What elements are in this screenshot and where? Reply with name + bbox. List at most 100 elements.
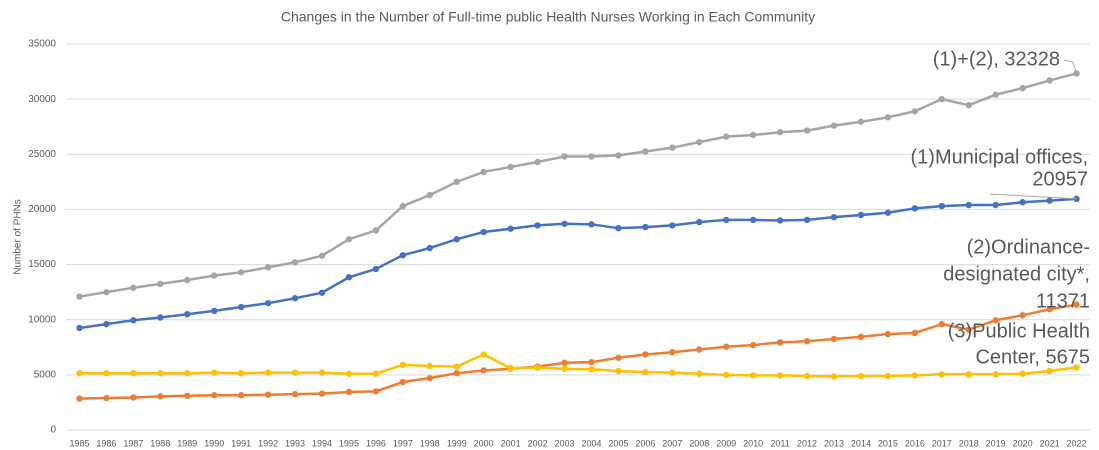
x-tick-label: 2005 — [608, 438, 628, 448]
data-point — [264, 369, 272, 376]
data-point — [1073, 301, 1080, 308]
data-point — [184, 370, 191, 377]
data-point — [669, 144, 676, 151]
data-point — [453, 363, 460, 370]
x-tick-label: 1994 — [312, 438, 332, 448]
data-point — [318, 369, 326, 376]
data-point — [965, 102, 972, 109]
data-point — [588, 358, 595, 366]
x-tick-label: 2003 — [555, 438, 575, 448]
x-tick-label: 2015 — [878, 438, 898, 448]
data-point — [76, 324, 83, 332]
x-tick-label: 2017 — [932, 438, 952, 448]
data-point — [884, 114, 892, 121]
data-point — [884, 372, 892, 380]
data-point — [157, 280, 164, 288]
data-point — [803, 372, 811, 380]
data-point — [776, 339, 784, 346]
data-point — [211, 272, 218, 279]
data-point — [830, 122, 838, 129]
x-tick-label: 2010 — [743, 438, 763, 448]
data-point — [965, 201, 972, 209]
data-point — [372, 227, 380, 234]
data-point — [830, 335, 838, 343]
leader-line — [1063, 59, 1078, 74]
data-point — [938, 371, 945, 378]
x-tick-label: 2019 — [986, 438, 1006, 448]
data-point — [696, 346, 703, 353]
data-point — [291, 369, 299, 376]
data-point — [884, 330, 892, 338]
data-point — [992, 371, 999, 378]
data-point — [291, 259, 299, 266]
data-point — [480, 367, 487, 374]
data-point — [345, 274, 353, 281]
data-point — [749, 372, 757, 379]
data-point — [130, 317, 137, 324]
data-point — [723, 371, 730, 379]
data-point — [857, 118, 865, 125]
data-point — [561, 365, 568, 372]
data-point — [642, 368, 649, 376]
annotation: (3)Public Health — [948, 320, 1090, 342]
data-point — [776, 372, 784, 379]
x-tick-label: 2001 — [501, 438, 521, 448]
data-point — [211, 369, 218, 376]
data-point — [615, 354, 622, 361]
x-tick-label: 2012 — [797, 438, 817, 448]
annotation: 20957 — [1032, 168, 1088, 190]
data-point — [1019, 312, 1026, 319]
data-point — [103, 394, 110, 402]
data-point — [372, 265, 380, 273]
data-point — [399, 202, 407, 210]
data-point — [803, 216, 811, 224]
data-point — [1073, 364, 1080, 371]
data-point — [264, 264, 272, 271]
x-tick-label: 1989 — [177, 438, 197, 448]
data-point — [480, 228, 487, 236]
data-point — [534, 364, 541, 371]
data-point — [830, 373, 838, 380]
data-point — [965, 326, 972, 333]
data-point — [749, 216, 757, 224]
data-point — [911, 205, 919, 212]
data-point — [696, 370, 703, 377]
data-point — [76, 370, 83, 377]
data-point — [911, 372, 919, 379]
x-tick-label: 2000 — [474, 438, 494, 448]
y-tick-label: 10000 — [28, 314, 56, 325]
data-point — [669, 222, 676, 229]
data-point — [399, 251, 407, 259]
data-point — [130, 370, 137, 377]
data-point — [857, 372, 865, 380]
annotation: 11371 — [1036, 290, 1090, 312]
data-point — [830, 213, 838, 221]
data-point — [723, 133, 730, 140]
data-point — [857, 333, 865, 341]
data-point — [723, 216, 730, 224]
x-tick-label: 2021 — [1040, 438, 1060, 448]
x-tick-label: 1991 — [231, 438, 251, 448]
data-point — [615, 152, 622, 159]
data-point — [211, 307, 218, 315]
x-tick-label: 2009 — [716, 438, 736, 448]
x-tick-label: 1988 — [150, 438, 170, 448]
x-tick-label: 1993 — [285, 438, 305, 448]
x-tick-label: 2013 — [824, 438, 844, 448]
data-point — [157, 314, 164, 321]
annotation: designated city*, — [943, 263, 1090, 285]
y-tick-label: 30000 — [28, 94, 56, 105]
data-point — [345, 388, 353, 396]
data-point — [642, 223, 649, 231]
data-point — [1019, 84, 1026, 92]
data-point — [884, 209, 892, 216]
data-point — [803, 338, 811, 345]
data-point — [345, 370, 353, 377]
data-point — [723, 343, 730, 350]
data-point — [426, 374, 433, 382]
x-tick-label: 1992 — [258, 438, 278, 448]
data-point — [399, 378, 407, 386]
x-tick-label: 2002 — [528, 438, 548, 448]
data-point — [184, 392, 191, 400]
y-tick-label: 25000 — [28, 149, 56, 160]
